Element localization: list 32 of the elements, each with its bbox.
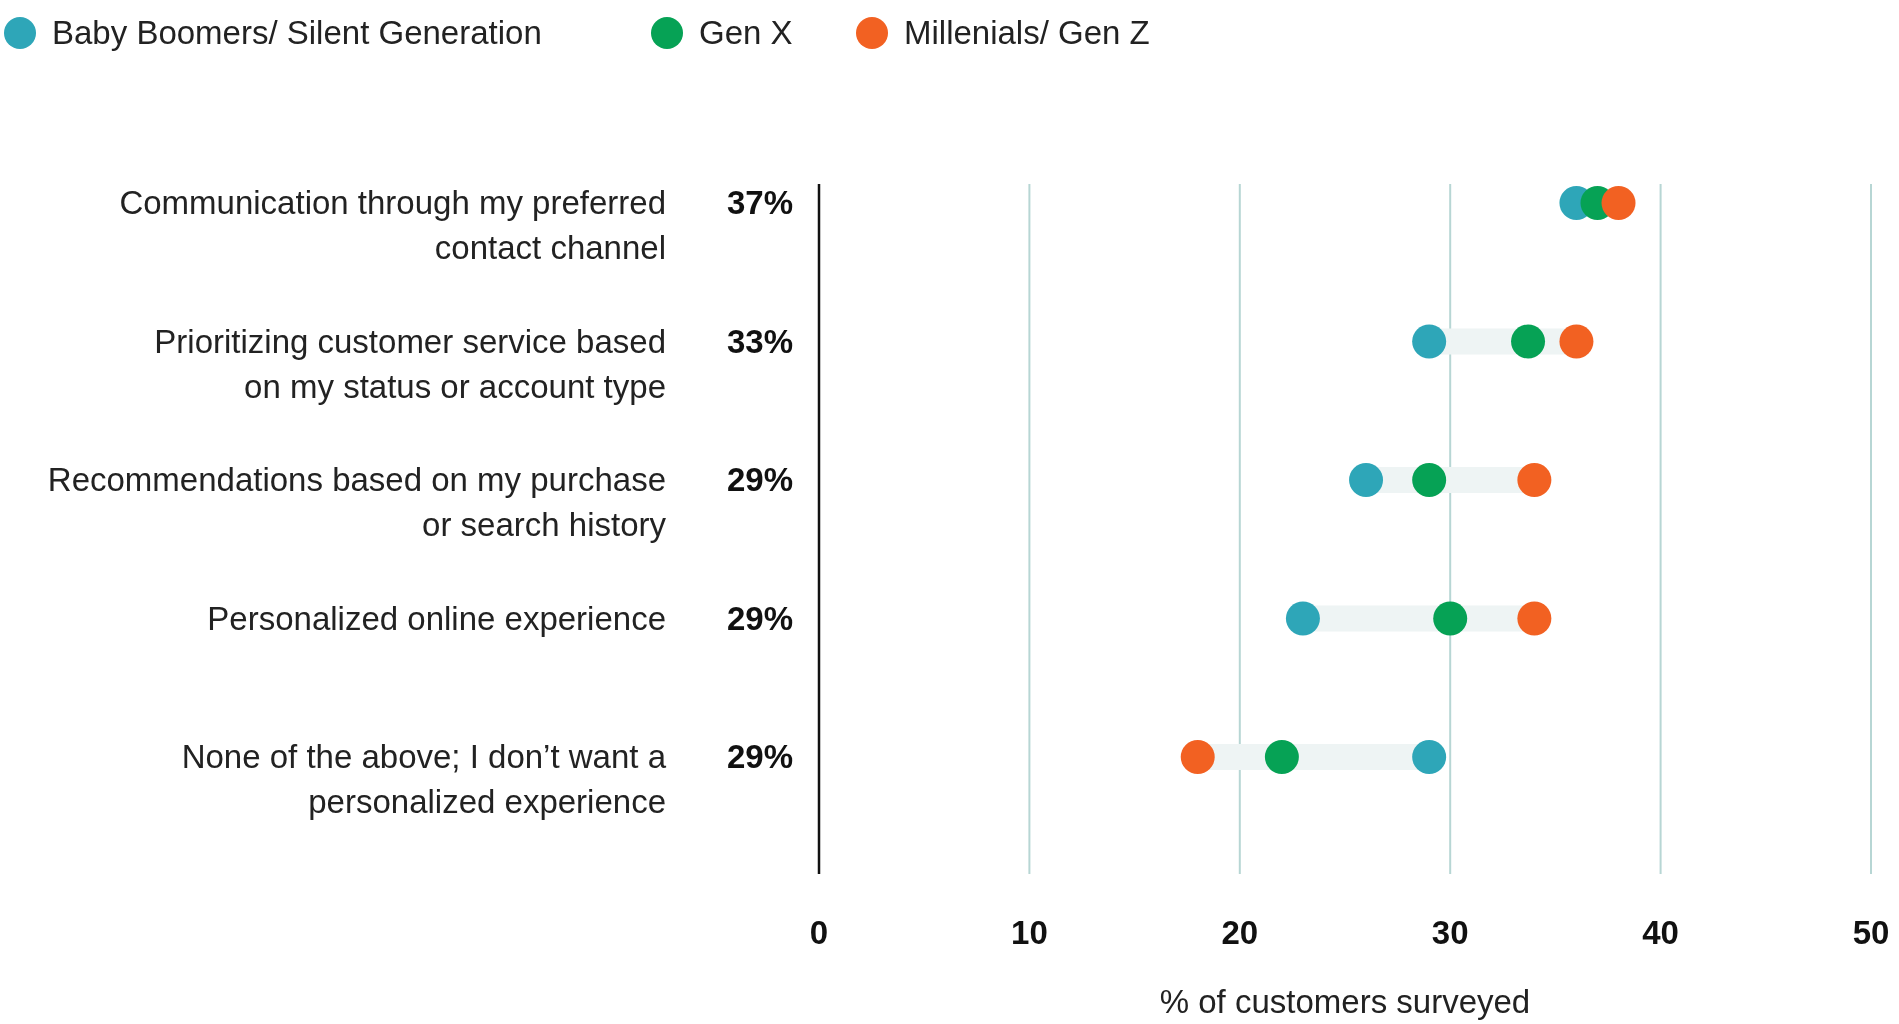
point xyxy=(1412,740,1447,774)
point xyxy=(1349,463,1384,497)
y-tick-label: Prioritizing customer service based on my status or account type xyxy=(154,322,666,405)
legend-label: Baby Boomers/ Silent Generation xyxy=(52,14,542,51)
x-tick-label: 30 xyxy=(1431,914,1469,951)
legend-label: Millenials/ Gen Z xyxy=(904,14,1150,51)
x-tick-label: 10 xyxy=(1011,914,1048,951)
text: 37% xyxy=(726,184,793,221)
text: 29% xyxy=(726,599,793,637)
y-tick-label: Recommendations based on my purchase or search history xyxy=(47,461,667,543)
point xyxy=(1433,601,1468,636)
y-tick-label: Personalized online experience xyxy=(207,599,666,637)
point xyxy=(1180,740,1215,774)
y-tick-label: Communication through my preferred contact channel xyxy=(119,184,666,266)
point xyxy=(1264,740,1299,774)
point xyxy=(1559,324,1594,359)
legend-label: Gen X xyxy=(699,14,793,51)
point xyxy=(1412,463,1447,497)
point xyxy=(1285,601,1320,636)
x-axis-title: % of customers surveyed xyxy=(1159,983,1531,1020)
point xyxy=(1517,463,1552,497)
text: 33% xyxy=(726,322,793,360)
y-tick-label: None of the above; I don’t want a personalized experience xyxy=(181,738,667,820)
point xyxy=(1511,324,1546,359)
x-tick-label: 40 xyxy=(1642,914,1679,951)
x-tick-label: 50 xyxy=(1852,914,1890,951)
text: 29% xyxy=(726,738,793,775)
point xyxy=(1412,324,1447,359)
point xyxy=(1517,601,1552,636)
text: 29% xyxy=(726,461,793,498)
x-tick-label: 0 xyxy=(809,914,829,951)
x-tick-label: 20 xyxy=(1221,914,1259,951)
